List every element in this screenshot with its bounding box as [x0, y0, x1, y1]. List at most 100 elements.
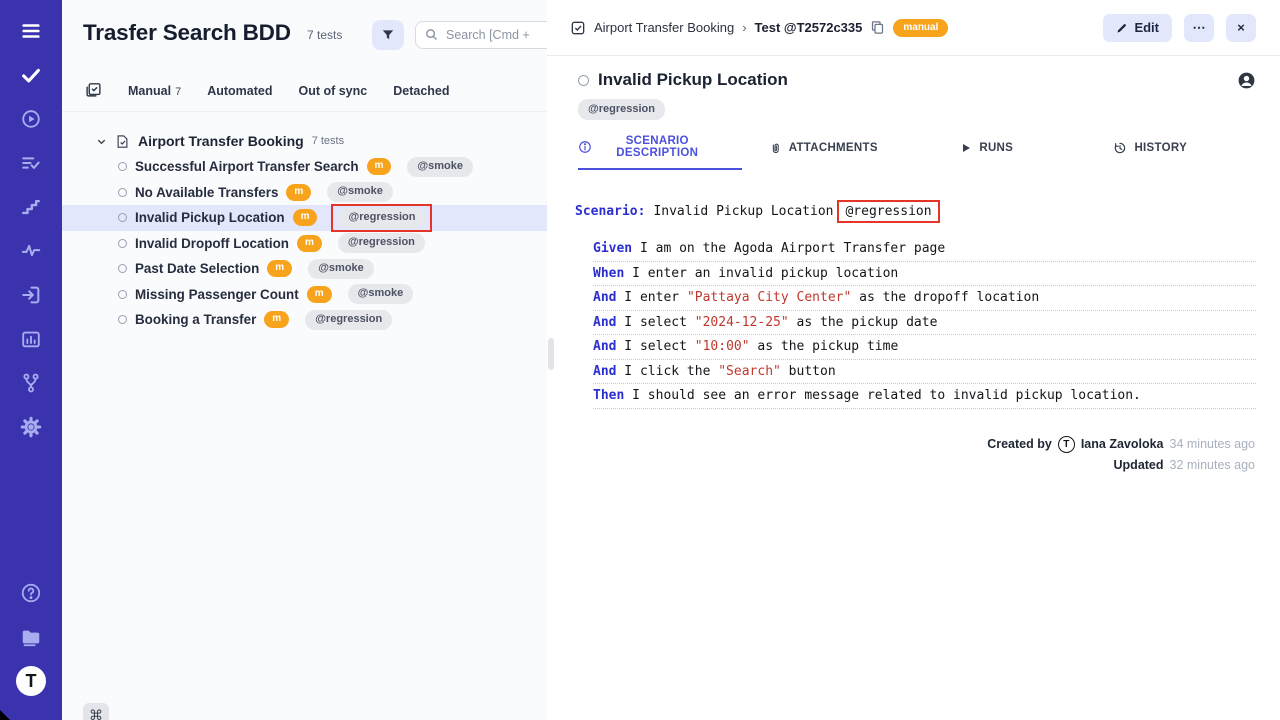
tab-scenario-description[interactable]: SCENARIO DESCRIPTION [578, 135, 742, 170]
test-status-circle-icon [118, 289, 127, 299]
close-button[interactable]: × [1226, 13, 1256, 42]
sidebar-item-import[interactable] [14, 280, 48, 310]
step-keyword: And [593, 290, 617, 305]
step-string-arg: "Search" [718, 363, 781, 379]
tab-detached[interactable]: Detached [393, 84, 449, 98]
step-text: I select [616, 314, 695, 330]
scenario-keyword: Scenario: [575, 204, 646, 219]
filter-button[interactable] [372, 20, 404, 50]
more-button[interactable]: ⋯ [1184, 13, 1214, 42]
test-row[interactable]: Invalid Dropoff Location m @regression [62, 231, 547, 257]
check-icon [20, 64, 42, 86]
sidebar-item-pulse[interactable] [14, 236, 48, 266]
step-text: I enter [616, 290, 687, 305]
test-tag-pill: @smoke [327, 182, 393, 203]
test-row[interactable]: Booking a Transfer m @regression [62, 307, 547, 333]
step-string-arg: "2024-12-25" [694, 314, 789, 330]
step-text: I should see an error message related to… [624, 388, 1141, 403]
steps-icon [20, 196, 42, 218]
sidebar-item-steps[interactable] [14, 192, 48, 222]
created-ago: 34 minutes ago [1169, 437, 1255, 451]
updated-ago: 32 minutes ago [1169, 457, 1255, 472]
suite-row[interactable]: Airport Transfer Booking 7 tests [62, 128, 547, 154]
step-string-arg: "Pattaya City Center" [686, 290, 852, 305]
tab-history[interactable]: HISTORY [1069, 135, 1233, 170]
sidebar-item-list-check[interactable] [14, 148, 48, 178]
test-row[interactable]: Past Date Selection m @smoke [62, 256, 547, 282]
tab-manual[interactable]: Manual 7 [128, 84, 181, 98]
suite-tests-count: 7 tests [311, 135, 345, 147]
sidebar-item-gear[interactable] [14, 412, 48, 442]
sidebar-item-branch[interactable] [14, 368, 48, 398]
tab-runs[interactable]: RUNS [905, 135, 1069, 170]
scenario-description: Scenario: Invalid Pickup Location @regre… [575, 200, 1256, 409]
test-row[interactable]: Missing Passenger Count m @smoke [62, 282, 547, 308]
annotation-red-box: @regression [331, 203, 433, 232]
scenario-tag: @regression [845, 204, 932, 219]
select-all-button[interactable] [85, 81, 102, 101]
scrollbar-thumb[interactable] [548, 338, 554, 370]
test-title: Invalid Pickup Location [598, 70, 788, 89]
project-title: Trasfer Search BDD [83, 20, 291, 45]
app-logo: T [16, 666, 46, 696]
tab-label: SCENARIO DESCRIPTION [616, 135, 699, 159]
sidebar-item-check[interactable] [14, 60, 48, 90]
app-rail: T [0, 0, 62, 720]
detail-topbar: Airport Transfer Booking › Test @T2572c3… [547, 0, 1280, 56]
test-row[interactable]: Successful Airport Transfer Search m @smok… [62, 154, 547, 180]
author-name: Iana Zavoloka [1080, 437, 1164, 451]
gherkin-step: Then I should see an error message relat… [593, 384, 1256, 409]
breadcrumb: Airport Transfer Booking › Test @T2572c3… [570, 18, 949, 37]
gherkin-step: When I enter an invalid pickup location [593, 262, 1256, 286]
gear-icon [20, 416, 42, 438]
edit-button-label: Edit [1134, 20, 1159, 35]
tab-label: HISTORY [1134, 142, 1188, 154]
test-row[interactable]: No Available Transfers m @smoke [62, 180, 547, 206]
test-row[interactable]: Invalid Pickup Location m @regression [62, 203, 547, 232]
author-avatar-icon[interactable]: T [1057, 435, 1075, 453]
sidebar-item-menu[interactable] [14, 16, 48, 46]
copy-test-id-button[interactable] [870, 20, 885, 35]
branch-icon [20, 372, 42, 394]
report-icon [20, 328, 42, 350]
tab-automated[interactable]: Automated [207, 84, 272, 98]
breadcrumb-suite[interactable]: Airport Transfer Booking [594, 20, 735, 35]
test-tag-pill: @regression [337, 233, 425, 254]
tab-out-of-sync[interactable]: Out of sync [298, 84, 367, 98]
test-name: No Available Transfers [135, 184, 279, 200]
test-status-circle-icon [118, 213, 127, 223]
step-text: I select [616, 339, 695, 354]
test-tree: Airport Transfer Booking 7 tests Success… [62, 112, 547, 333]
tab-attachments[interactable]: ATTACHMENTS [742, 135, 906, 170]
test-name: Missing Passenger Count [135, 286, 299, 302]
step-keyword: And [593, 339, 617, 354]
step-keyword: And [593, 363, 617, 379]
assignee-avatar-icon[interactable] [1237, 71, 1256, 90]
select-all-icon [85, 81, 102, 98]
test-tag-pill: @smoke [407, 156, 474, 177]
test-status-circle-icon [118, 162, 127, 172]
sidebar-item-report[interactable] [14, 324, 48, 354]
step-text: button [780, 363, 836, 379]
gherkin-step: Given I am on the Agoda Airport Transfer… [593, 237, 1256, 262]
manual-mini-badge: m [292, 209, 318, 227]
sidebar-item-help[interactable] [14, 578, 48, 608]
corner-wedge [0, 710, 10, 720]
search-input[interactable] [415, 21, 547, 49]
tab-count: 7 [175, 85, 182, 98]
test-name: Invalid Pickup Location [135, 210, 285, 226]
import-icon [20, 284, 42, 306]
scenario-steps: Given I am on the Agoda Airport Transfer… [593, 237, 1256, 409]
status-circle-icon [578, 74, 589, 86]
sidebar-item-folder[interactable] [14, 622, 48, 652]
sidebar-item-logo[interactable]: T [14, 666, 48, 696]
detail-actions: Edit ⋯ × [1103, 13, 1256, 42]
breadcrumb-separator: › [742, 20, 747, 35]
paperclip-icon [769, 142, 782, 155]
step-text: as the pickup time [749, 339, 899, 354]
tab-inner: SCENARIO DESCRIPTION [578, 135, 742, 170]
sidebar-item-play-circle[interactable] [14, 104, 48, 134]
tab-inner: ATTACHMENTS [769, 135, 878, 170]
scenario-name: Invalid Pickup Location [653, 204, 834, 219]
edit-button[interactable]: Edit [1103, 13, 1172, 42]
